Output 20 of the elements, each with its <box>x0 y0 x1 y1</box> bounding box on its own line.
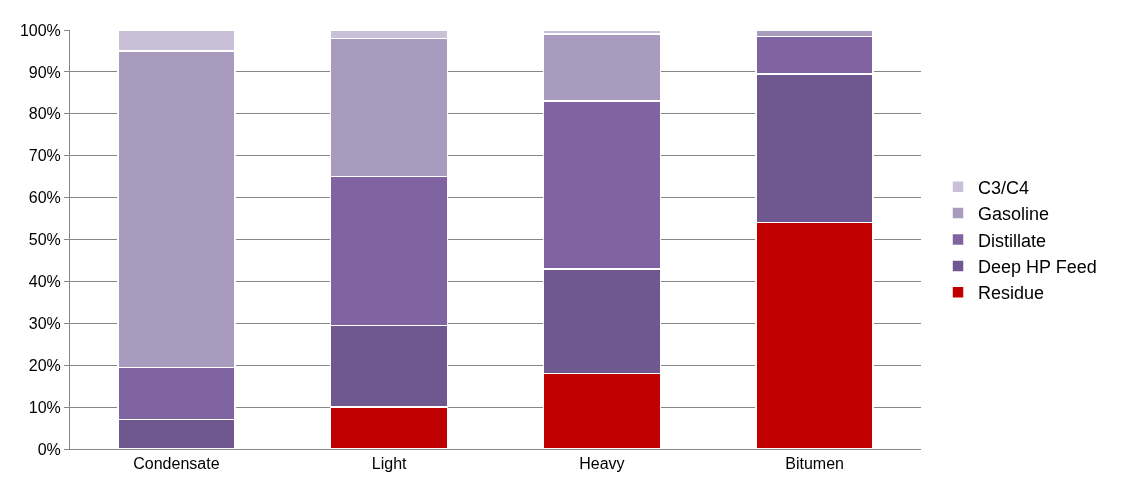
y-tick-label: 60% <box>28 189 61 207</box>
y-tick-label: 0% <box>37 440 61 458</box>
x-tick-label: Heavy <box>579 455 625 473</box>
legend-label: C3/C4 <box>978 177 1030 198</box>
y-tick-label: 10% <box>28 398 61 416</box>
y-tick-label: 70% <box>28 147 61 165</box>
x-tick-label: Condensate <box>133 455 220 473</box>
legend-label: Distillate <box>978 230 1047 251</box>
y-tick-label: 90% <box>28 63 61 81</box>
y-tick-label: 20% <box>28 356 61 374</box>
y-tick-label: 80% <box>28 105 61 123</box>
x-tick-label: Bitumen <box>785 455 844 473</box>
y-tick-label: 100% <box>19 21 61 39</box>
y-tick-label: 40% <box>28 273 61 290</box>
legend-label: Gasoline <box>978 204 1050 225</box>
y-tick-label: 30% <box>28 314 61 332</box>
legend-label: Residue <box>978 283 1045 304</box>
legend-label: Deep HP Feed <box>978 256 1097 277</box>
y-tick-label: 50% <box>28 231 61 249</box>
x-tick-label: Light <box>371 455 408 473</box>
